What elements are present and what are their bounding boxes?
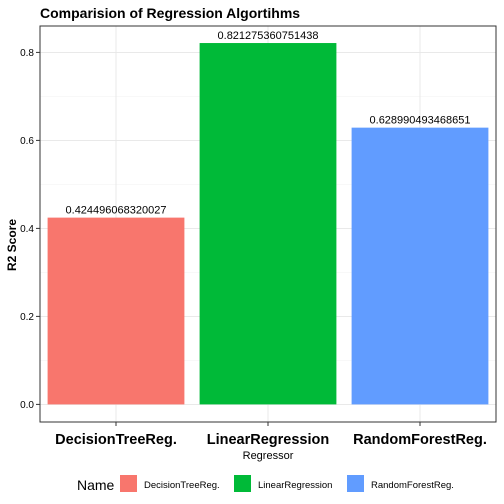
y-tick-label: 0.6 bbox=[20, 136, 34, 147]
bar bbox=[351, 127, 489, 405]
bar-value-labels: 0.424496068320027 0.821275360751438 0.6289… bbox=[66, 30, 471, 217]
x-axis: DecisionTreeReg. LinearRegression RandomFo… bbox=[55, 422, 487, 448]
legend-title: Name bbox=[77, 477, 115, 493]
x-tick-label: RandomForestReg. bbox=[353, 432, 487, 448]
legend-entry-label: LinearRegression bbox=[258, 480, 332, 491]
legend-entry-label: RandomForestReg. bbox=[371, 480, 454, 491]
y-tick-label: 0.8 bbox=[20, 48, 34, 59]
y-tick-label: 0.0 bbox=[20, 400, 34, 411]
bars bbox=[47, 43, 489, 405]
bar-value-label: 0.628990493468651 bbox=[370, 115, 471, 127]
x-tick-label: LinearRegression bbox=[207, 432, 330, 448]
bar-value-label: 0.424496068320027 bbox=[66, 205, 167, 217]
y-axis: 0.0 0.2 0.4 0.6 0.8 bbox=[20, 48, 40, 411]
bar-value-label: 0.821275360751438 bbox=[218, 30, 319, 42]
bar bbox=[199, 43, 337, 405]
plot-area: 0.424496068320027 0.821275360751438 0.6289… bbox=[39, 25, 497, 423]
bar bbox=[47, 217, 185, 405]
legend-key bbox=[347, 475, 364, 492]
x-axis-label: Regressor bbox=[243, 450, 294, 462]
legend: Name DecisionTreeReg. LinearRegression Ran… bbox=[77, 475, 454, 493]
x-tick-label: DecisionTreeReg. bbox=[55, 432, 177, 448]
y-axis-label: R2 Score bbox=[5, 219, 19, 271]
y-tick-label: 0.4 bbox=[20, 224, 34, 235]
chart-title: Comparision of Regression Algortihms bbox=[40, 5, 300, 21]
legend-key bbox=[234, 475, 251, 492]
legend-entry-label: DecisionTreeReg. bbox=[144, 480, 220, 491]
legend-key bbox=[120, 475, 137, 492]
y-tick-label: 0.2 bbox=[20, 312, 34, 323]
